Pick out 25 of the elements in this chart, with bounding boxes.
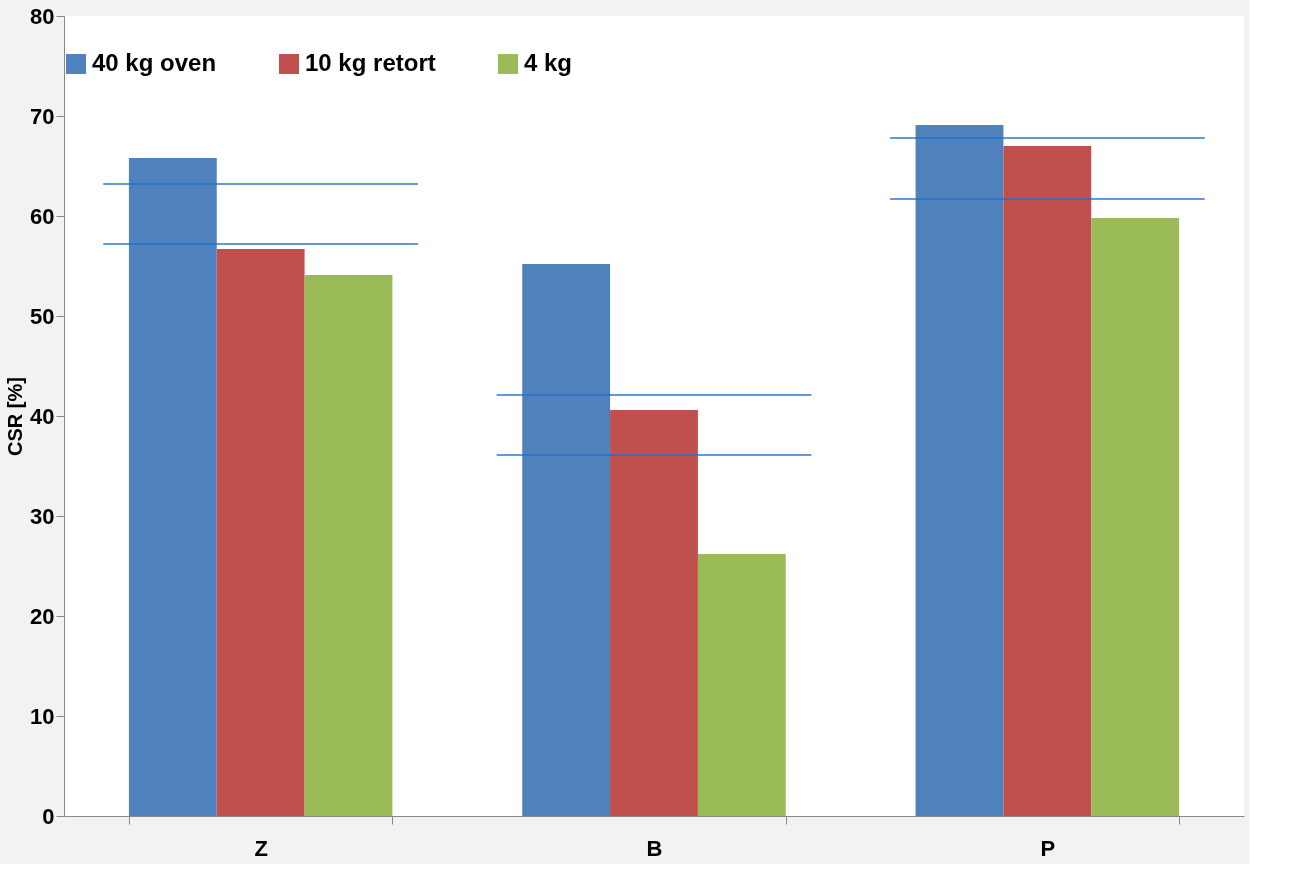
- bar: [697, 554, 786, 816]
- y-tick-label: 50: [30, 303, 55, 329]
- bar: [522, 264, 611, 816]
- bar: [1003, 146, 1092, 816]
- bar: [304, 275, 393, 816]
- legend-label: 10 kg retort: [305, 49, 436, 76]
- y-tick-label: 20: [30, 603, 55, 629]
- bar: [610, 410, 698, 816]
- x-tick-label: P: [1040, 835, 1056, 861]
- y-tick-label: 10: [30, 703, 55, 729]
- x-tick-label: B: [646, 835, 663, 861]
- bar: [915, 125, 1004, 816]
- y-tick-label: 40: [30, 403, 55, 429]
- bar: [128, 158, 217, 816]
- bar: [1091, 218, 1180, 816]
- legend-label: 4 kg: [524, 49, 573, 76]
- x-tick-label: Z: [254, 835, 268, 861]
- y-tick-label: 60: [30, 203, 55, 229]
- legend-label: 40 kg oven: [92, 49, 217, 76]
- y-axis-title: CSR [%]: [4, 377, 27, 456]
- y-tick-label: 30: [30, 503, 55, 529]
- y-tick-label: 0: [42, 803, 55, 829]
- y-tick-label: 80: [30, 3, 55, 29]
- y-tick-label: 70: [30, 103, 55, 129]
- bar: [216, 249, 305, 816]
